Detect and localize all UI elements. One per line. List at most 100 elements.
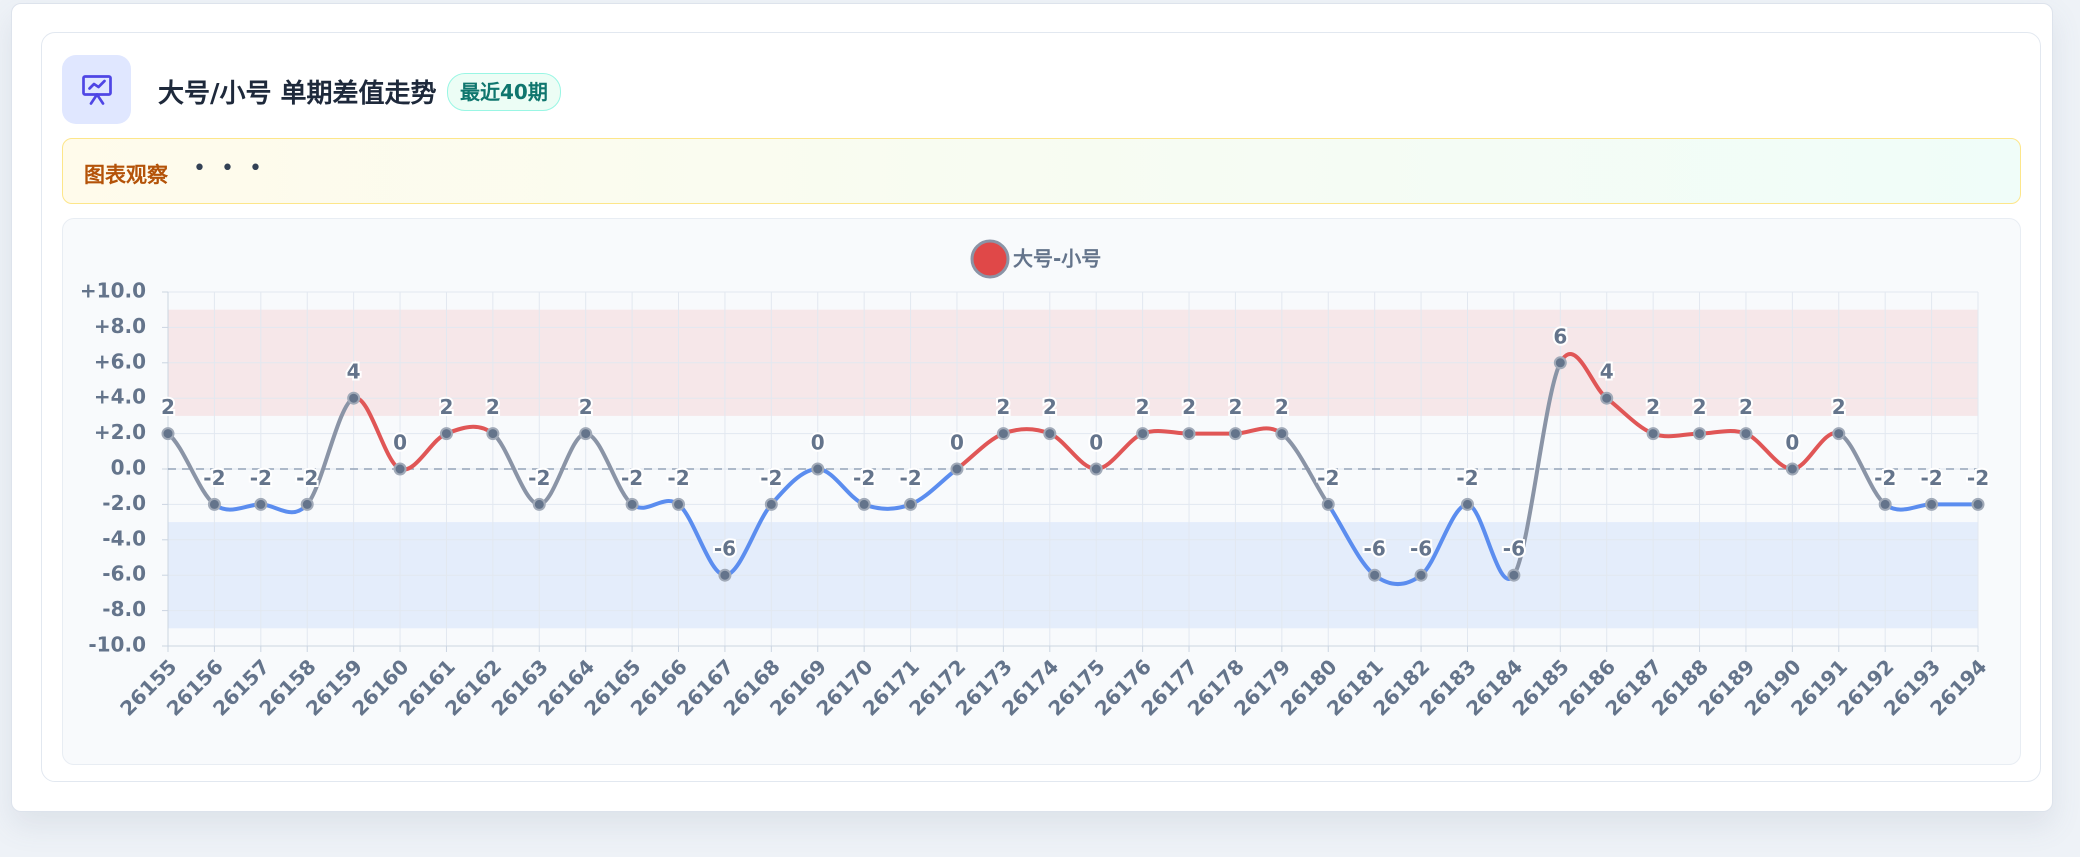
- icon-glyph: [81, 74, 112, 105]
- line-segment: [862, 502, 913, 511]
- data-point[interactable]: [1182, 427, 1196, 441]
- data-point[interactable]: [1228, 427, 1242, 441]
- data-point[interactable]: [1368, 568, 1382, 582]
- value-label: 2: [161, 395, 175, 419]
- data-point[interactable]: [161, 427, 175, 441]
- value-label: 0: [1089, 431, 1103, 455]
- outer-card: 大号/小号 单期差值走势 最近40期 图表观察 • • • -10.0 -8.0 -…: [11, 3, 2053, 812]
- data-point[interactable]: [1460, 497, 1474, 511]
- value-label: 4: [1600, 360, 1614, 384]
- data-point[interactable]: [625, 497, 639, 511]
- value-label: -6: [1410, 537, 1432, 561]
- data-point[interactable]: [1693, 427, 1707, 441]
- line-segment: [1558, 352, 1609, 401]
- y-tick-label: -8.0: [102, 597, 146, 621]
- data-point[interactable]: [207, 497, 221, 511]
- data-point[interactable]: [532, 497, 546, 511]
- data-point[interactable]: [1275, 427, 1289, 441]
- chart-panel: -10.0 -8.0 -6.0 -4.0 -2.0 0.0 +2.0 +4.0 +6.0 +8.0…: [62, 218, 2021, 765]
- data-point[interactable]: [1785, 462, 1799, 476]
- data-point[interactable]: [672, 497, 686, 511]
- data-point[interactable]: [1646, 427, 1660, 441]
- value-label: 2: [486, 395, 500, 419]
- data-point[interactable]: [1043, 427, 1057, 441]
- value-label: 2: [1136, 395, 1150, 419]
- data-point[interactable]: [254, 497, 268, 511]
- value-label: 2: [579, 395, 593, 419]
- data-point[interactable]: [1089, 462, 1103, 476]
- insight-bar[interactable]: 图表观察 • • •: [62, 138, 2021, 204]
- value-label: 0: [393, 431, 407, 455]
- data-point[interactable]: [1553, 356, 1567, 370]
- line-segment: [258, 502, 310, 515]
- value-label: -2: [203, 466, 225, 490]
- data-point[interactable]: [1739, 427, 1753, 441]
- line-segment: [1883, 502, 1934, 512]
- line-segment: [1697, 429, 1748, 436]
- insight-label: 图表观察: [84, 163, 168, 187]
- value-label: -6: [1364, 537, 1386, 561]
- line-segment: [1140, 429, 1192, 436]
- value-label: 2: [1275, 395, 1289, 419]
- value-label: -2: [899, 466, 921, 490]
- chart-card: 大号/小号 单期差值走势 最近40期 图表观察 • • • -10.0 -8.0 -…: [41, 32, 2041, 782]
- value-label: 0: [1785, 431, 1799, 455]
- value-label: -2: [528, 466, 550, 490]
- badge: 最近40期: [447, 73, 561, 111]
- legend-label[interactable]: 大号-小号: [1013, 247, 1101, 271]
- y-tick-label: -2.0: [102, 491, 146, 515]
- data-point[interactable]: [1878, 497, 1892, 511]
- data-point[interactable]: [1832, 427, 1846, 441]
- value-label: -2: [760, 466, 782, 490]
- data-point[interactable]: [1507, 568, 1521, 582]
- legend-marker[interactable]: [970, 239, 1010, 279]
- data-point[interactable]: [764, 497, 778, 511]
- value-label: -2: [1967, 466, 1989, 490]
- y-tick-label: +2.0: [94, 420, 146, 444]
- data-point[interactable]: [579, 427, 593, 441]
- value-label: 2: [1832, 395, 1846, 419]
- chart-icon: [62, 55, 131, 124]
- data-point[interactable]: [904, 497, 918, 511]
- value-label: -2: [1317, 466, 1339, 490]
- value-label: 2: [1182, 395, 1196, 419]
- data-point[interactable]: [439, 427, 453, 441]
- data-point[interactable]: [486, 427, 500, 441]
- data-point[interactable]: [1136, 427, 1150, 441]
- line-segment: [212, 502, 263, 512]
- line-segment: [305, 396, 356, 507]
- value-label: -2: [621, 466, 643, 490]
- data-point[interactable]: [950, 462, 964, 476]
- data-point[interactable]: [996, 427, 1010, 441]
- value-label: -2: [1920, 466, 1942, 490]
- value-label: 2: [1646, 395, 1660, 419]
- line-segment: [444, 424, 495, 436]
- data-point[interactable]: [1971, 497, 1985, 511]
- data-point[interactable]: [857, 497, 871, 511]
- value-label: 2: [1739, 395, 1753, 419]
- title: 大号/小号 单期差值走势: [158, 79, 437, 109]
- data-point[interactable]: [1925, 497, 1939, 511]
- y-tick-label: 0.0: [111, 456, 146, 480]
- data-point[interactable]: [1600, 391, 1614, 405]
- data-point[interactable]: [1414, 568, 1428, 582]
- chart: -10.0 -8.0 -6.0 -4.0 -2.0 0.0 +2.0 +4.0 +6.0 +8.0…: [80, 239, 1991, 721]
- value-label: -2: [1874, 466, 1896, 490]
- value-label: 2: [1228, 395, 1242, 419]
- insight-text: • • •: [193, 156, 266, 181]
- data-point[interactable]: [393, 462, 407, 476]
- data-point[interactable]: [811, 462, 825, 476]
- line-segment: [1651, 431, 1702, 439]
- value-label: -2: [296, 466, 318, 490]
- value-label: -2: [250, 466, 272, 490]
- data-point[interactable]: [300, 497, 314, 511]
- y-tick-label: -10.0: [88, 633, 146, 657]
- data-point[interactable]: [347, 391, 361, 405]
- data-point[interactable]: [1321, 497, 1335, 511]
- y-tick-label: -4.0: [102, 526, 146, 550]
- value-label: -2: [1456, 466, 1478, 490]
- value-label: -6: [1503, 537, 1525, 561]
- value-label: 2: [440, 395, 454, 419]
- data-point[interactable]: [718, 568, 732, 582]
